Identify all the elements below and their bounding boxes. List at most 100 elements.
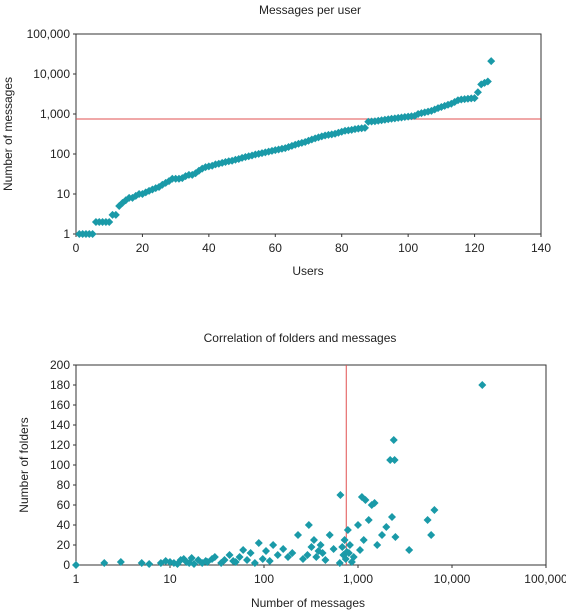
- chart2-y-tick-label: 180: [50, 378, 70, 392]
- chart2-data-point: [304, 521, 313, 529]
- chart2-data-point: [391, 533, 400, 541]
- chart2-data-point: [250, 559, 259, 567]
- chart1-title: Messages per user: [259, 3, 361, 17]
- chart1-y-tick-label: 100: [50, 147, 70, 161]
- chart2-points: [72, 381, 487, 569]
- chart2-data-point: [354, 521, 362, 529]
- chart2-data-point: [382, 523, 391, 531]
- chart2-data-point: [389, 436, 398, 444]
- chart1-y-tick-label: 10,000: [33, 67, 70, 81]
- chart2-data-point: [478, 381, 487, 389]
- chart2-y-tick-label: 40: [57, 518, 71, 532]
- chart1-data-point: [483, 77, 492, 86]
- chart1-x-tick-label: 120: [465, 241, 485, 255]
- chart2-data-point: [220, 556, 229, 564]
- chart2-data-point: [388, 513, 397, 521]
- chart2-data-point: [312, 553, 321, 561]
- chart2-data-point: [355, 546, 364, 554]
- chart2-data-point: [288, 549, 297, 557]
- chart2-y-tick-label: 0: [63, 558, 70, 572]
- chart2-data-point: [325, 531, 334, 539]
- chart2-data-point: [316, 541, 325, 549]
- chart1-x-tick-label: 40: [202, 241, 216, 255]
- chart2-data-point: [321, 556, 330, 564]
- chart2-data-point: [307, 543, 316, 551]
- chart2-data-point: [239, 546, 248, 554]
- chart2-data-point: [336, 491, 345, 499]
- chart2-data-point: [386, 456, 395, 464]
- chart1-y-tick-label: 100,000: [27, 27, 71, 41]
- chart2-data-point: [294, 531, 303, 539]
- chart2-y-label: Number of folders: [17, 417, 31, 512]
- chart2-plot-area: [75, 364, 547, 566]
- chart1-x-tick-label: 80: [335, 241, 349, 255]
- chart2-y-ticks: 0 20 40 60 80 100 120 140 160 180 200: [50, 358, 76, 572]
- chart2-x-tick-label: 100,000: [524, 572, 566, 586]
- chart2-x-tick-label: 10: [163, 572, 177, 586]
- chart2-data-point: [361, 496, 370, 504]
- chart2-data-point: [265, 557, 274, 565]
- chart2-data-point: [309, 536, 318, 544]
- chart2-data-point: [343, 526, 352, 534]
- chart2-data-point: [243, 556, 252, 564]
- chart2-data-point: [187, 554, 196, 562]
- chart2-data-point: [283, 553, 292, 561]
- chart2-x-tick-label: 1: [73, 572, 80, 586]
- chart1-y-tick-label: 1,000: [40, 107, 70, 121]
- chart1-y-tick-label: 10: [57, 187, 71, 201]
- chart1-x-tick-label: 140: [531, 241, 551, 255]
- chart2-data-point: [405, 546, 414, 554]
- chart2-data-point: [430, 506, 439, 514]
- chart2-data-point: [261, 547, 270, 555]
- chart2-data-point: [116, 558, 125, 566]
- chart2-data-point: [100, 559, 109, 567]
- chart1-data-point: [105, 217, 114, 226]
- chart2-x-ticks: 1 10 100 1,000 10,000 100,000: [73, 565, 566, 586]
- chart2-data-point: [341, 555, 350, 563]
- chart2-data-point: [145, 560, 154, 568]
- chart1-data-point: [487, 57, 496, 66]
- chart1-data-point: [360, 123, 369, 132]
- chart1-data-point: [470, 94, 479, 103]
- chart2-data-point: [359, 536, 368, 544]
- chart-messages-per-user: Messages per user 1 10 100 1,000 10,000 100,0…: [1, 3, 551, 278]
- chart1-data-point: [337, 127, 346, 136]
- chart2-y-tick-label: 200: [50, 358, 70, 372]
- chart2-y-tick-label: 80: [57, 478, 71, 492]
- chart2-data-point: [246, 549, 255, 557]
- chart1-x-tick-label: 20: [136, 241, 150, 255]
- chart2-x-tick-label: 10,000: [434, 572, 471, 586]
- chart2-data-point: [373, 541, 382, 549]
- chart1-y-ticks: 1 10 100 1,000 10,000 100,000: [27, 27, 76, 241]
- chart2-y-tick-label: 20: [57, 538, 71, 552]
- chart-correlation-folders-messages: Correlation of folders and messages 0 20 4…: [17, 331, 566, 610]
- chart1-x-tick-label: 60: [269, 241, 283, 255]
- chart2-data-point: [231, 558, 240, 566]
- chart1-y-tick-label: 1: [63, 227, 70, 241]
- chart2-data-point: [345, 541, 354, 549]
- chart2-data-point: [338, 543, 347, 551]
- chart2-data-point: [340, 536, 349, 544]
- chart2-data-point: [318, 549, 327, 557]
- chart2-data-point: [299, 555, 308, 563]
- chart2-data-point: [273, 551, 282, 559]
- chart2-data-point: [258, 555, 267, 563]
- chart2-y-tick-label: 120: [50, 438, 70, 452]
- chart2-data-point: [279, 545, 288, 553]
- chart2-data-point: [370, 499, 379, 507]
- chart2-x-tick-label: 100: [254, 572, 274, 586]
- chart2-data-point: [390, 456, 399, 464]
- chart2-data-point: [225, 551, 234, 559]
- chart2-data-point: [210, 553, 219, 561]
- chart2-y-tick-label: 160: [50, 398, 70, 412]
- chart2-data-point: [427, 531, 436, 539]
- chart2-data-point: [423, 516, 432, 524]
- chart1-plot-area: [75, 33, 542, 235]
- chart2-data-point: [72, 561, 80, 569]
- chart2-data-point: [377, 531, 386, 539]
- chart2-x-tick-label: 1,000: [343, 572, 373, 586]
- chart1-x-ticks: 0 20 40 60 80 100 120 140: [73, 234, 551, 255]
- chart1-y-label: Number of messages: [1, 77, 15, 191]
- chart2-y-tick-label: 100: [50, 458, 70, 472]
